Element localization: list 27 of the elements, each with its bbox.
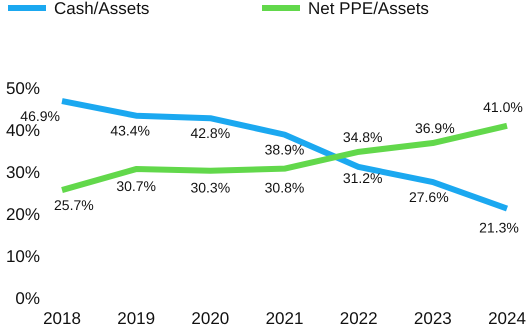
legend-label: Net PPE/Assets xyxy=(308,0,429,18)
data-label: 42.8% xyxy=(190,125,230,142)
data-label: 27.6% xyxy=(408,189,449,206)
data-label: 30.3% xyxy=(190,180,230,196)
y-tick-label: 30% xyxy=(6,162,40,182)
data-label: 36.9% xyxy=(414,120,455,136)
x-tick-label: 2023 xyxy=(414,309,452,328)
data-label: 30.7% xyxy=(116,178,156,194)
y-tick-label: 50% xyxy=(6,78,40,98)
y-tick-label: 20% xyxy=(6,204,40,224)
x-tick-label: 2022 xyxy=(340,309,378,328)
data-label: 38.9% xyxy=(264,142,304,158)
x-tick-label: 2024 xyxy=(488,309,526,328)
y-tick-label: 0% xyxy=(15,288,40,308)
x-tick-label: 2018 xyxy=(43,309,81,328)
data-label: 21.3% xyxy=(479,220,519,236)
data-label: 31.2% xyxy=(342,170,383,186)
data-label: 41.0% xyxy=(483,98,523,115)
legend-label: Cash/Assets xyxy=(54,0,150,18)
data-label: 43.4% xyxy=(110,122,150,139)
y-tick-label: 10% xyxy=(6,246,40,266)
x-tick-label: 2021 xyxy=(266,309,304,328)
data-label: 34.8% xyxy=(342,128,383,145)
data-label: 30.8% xyxy=(264,180,304,196)
data-label: 25.7% xyxy=(54,197,94,214)
x-tick-label: 2020 xyxy=(191,309,230,328)
x-tick-label: 2019 xyxy=(117,309,156,328)
